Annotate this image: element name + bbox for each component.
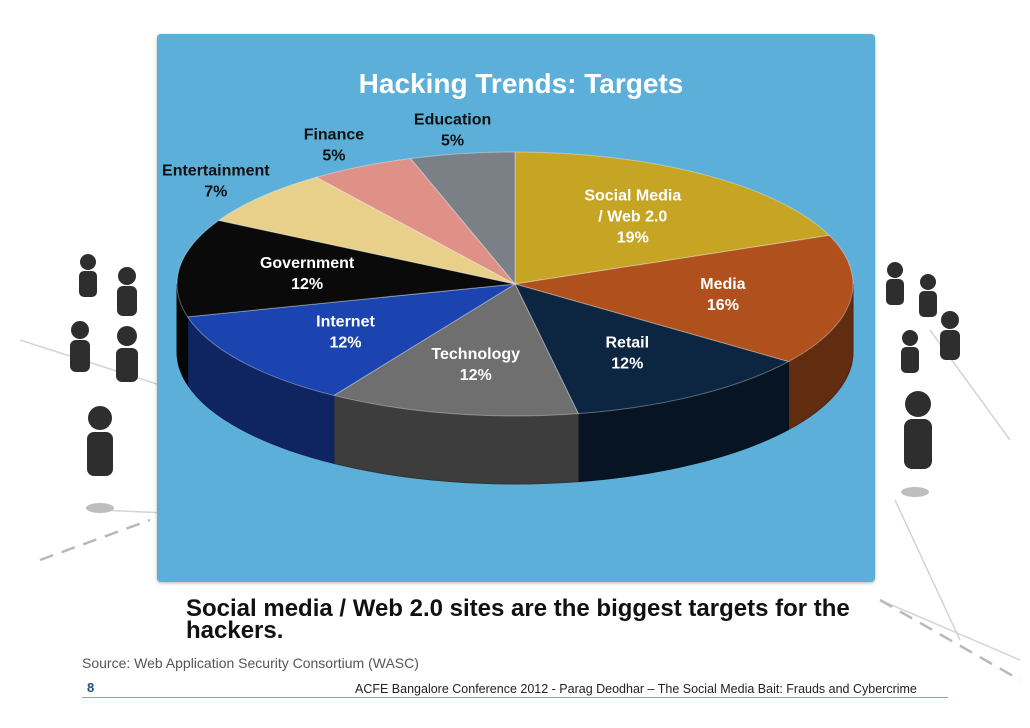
people-figures-right (886, 262, 960, 469)
slide-caption: Social media / Web 2.0 sites are the big… (186, 595, 850, 644)
pie-slice-government (176, 219, 516, 318)
slice-label-finance: Finance 5% (304, 127, 365, 165)
page-number: 8 (87, 680, 95, 695)
slice-label-retail: Retail 12% (605, 335, 649, 373)
pie-slice-internet (186, 283, 516, 396)
slice-label-media: Media 16% (700, 276, 745, 314)
pie-slice-entertainment (217, 176, 516, 285)
slice-label-entertainment: Entertainment 7% (162, 162, 270, 200)
slice-label-technology: Technology 12% (431, 346, 520, 384)
pie-slice-finance (315, 157, 516, 285)
pie-slices (176, 151, 854, 417)
pie-side-walls (176, 283, 854, 485)
footer-text: ACFE Bangalore Conference 2012 - Parag D… (355, 682, 917, 696)
pie-chart: Hacking Trends: Targets Social Media / We… (162, 68, 854, 485)
slice-label-education: Education 5% (414, 112, 491, 150)
pie-slice-labels: Social Media / Web 2.0 19% Media 16% Retail 12… (162, 112, 746, 384)
chart-title: Hacking Trends: Targets (359, 68, 684, 99)
slice-label-government: Government 12% (260, 255, 355, 293)
footer-rule (82, 697, 948, 698)
slice-label-internet: Internet 12% (316, 314, 375, 352)
pie-slice-social-media-web-2-0 (514, 151, 831, 285)
people-figures-left (70, 254, 138, 476)
chart-panel: Hacking Trends: Targets Social Media / We… (157, 34, 875, 582)
pie-slice-technology (332, 283, 580, 417)
pie-slice-media (514, 234, 854, 363)
pie-slice-retail (514, 283, 790, 415)
pie-slice-education (409, 151, 516, 286)
source-note: Source: Web Application Security Consort… (82, 655, 419, 671)
slice-label-social-media-web-2-0: Social Media / Web 2.0 19% (584, 187, 681, 246)
